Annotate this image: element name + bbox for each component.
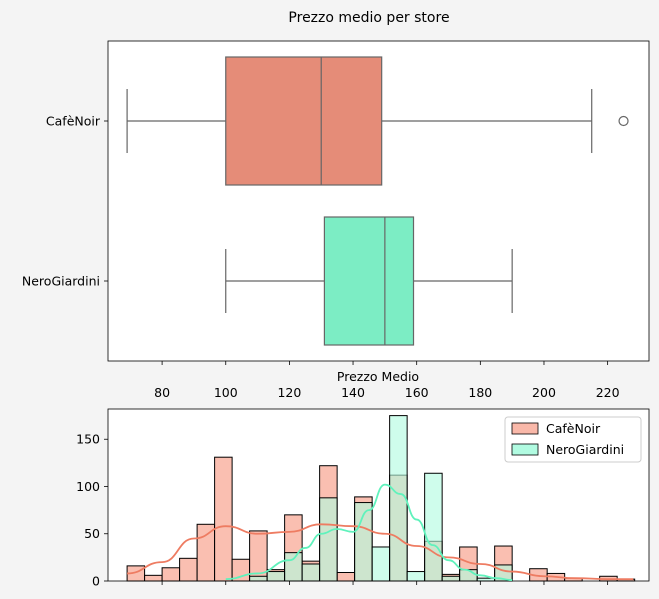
- x-tick-label-180: 180: [468, 385, 492, 400]
- hist-legend: CafèNoir NeroGiardini: [504, 416, 642, 463]
- bar-nerogiardini-14: [371, 546, 391, 582]
- bar-nerogiardini-17: [424, 472, 443, 582]
- bar-nerogiardini-15: [389, 415, 408, 582]
- bar-cafenoir-2: [161, 567, 181, 582]
- x-tick-label-160: 160: [405, 385, 429, 400]
- kde-line-nerogiardini: [225, 483, 513, 581]
- bar-nerogiardini-19: [459, 569, 478, 582]
- bar-cafenoir-4: [196, 523, 216, 582]
- hist-y-tick-label-150: 150: [76, 432, 100, 447]
- box-title: Prezzo medio per store: [288, 10, 449, 26]
- bar-cafenoir-3: [179, 557, 198, 582]
- hist-kde-lines: [127, 483, 634, 581]
- box-x-label: Prezzo Medio: [337, 369, 419, 384]
- x-tick-label-120: 120: [277, 385, 301, 400]
- box-plot: [126, 56, 629, 346]
- hist-y-ticks: 0 50 100 150: [76, 432, 108, 589]
- hist-y-tick-label-100: 100: [76, 479, 100, 494]
- box-nerogiardini: [323, 216, 415, 346]
- bar-nerogiardini-9: [284, 552, 303, 582]
- x-tick-label-200: 200: [532, 385, 556, 400]
- y-tick-label-cafenoir: CafèNoir: [46, 114, 101, 129]
- x-tick-label-80: 80: [154, 385, 170, 400]
- x-tick-label-220: 220: [596, 385, 620, 400]
- hist-y-tick-label-50: 50: [84, 526, 100, 541]
- hist-bars: [126, 415, 636, 582]
- outlier-cafenoir-0: [618, 115, 629, 127]
- legend-swatch-cafenoir: [511, 422, 539, 435]
- bar-cafenoir-1: [144, 574, 163, 582]
- legend-label-cafenoir: CafèNoir: [546, 421, 601, 436]
- bar-cafenoir-5: [214, 456, 233, 582]
- legend-swatch-nerogiardini: [511, 443, 539, 456]
- y-tick-label-nerogiardini: NeroGiardini: [22, 274, 100, 289]
- bar-nerogiardini-13: [354, 502, 373, 582]
- bar-nerogiardini-11: [319, 497, 338, 582]
- bar-nerogiardini-10: [301, 563, 321, 582]
- bar-nerogiardini-8: [266, 571, 286, 582]
- box-x-ticks: 80 100 120 140 160 180 200 220: [154, 361, 620, 585]
- legend-label-nerogiardini: NeroGiardini: [546, 442, 624, 457]
- hist-y-tick-label-0: 0: [92, 574, 100, 589]
- bar-nerogiardini-7: [249, 575, 268, 582]
- bar-cafenoir-12: [336, 571, 356, 582]
- legend-frame: [504, 416, 642, 463]
- box-cafenoir: [225, 56, 383, 186]
- kde-line-cafenoir: [127, 523, 634, 581]
- bar-nerogiardini-18: [441, 575, 461, 582]
- box-y-ticks: CafèNoir NeroGiardini: [22, 114, 108, 289]
- x-tick-label-140: 140: [341, 385, 365, 400]
- bar-nerogiardini-16: [406, 571, 426, 582]
- x-tick-label-100: 100: [214, 385, 238, 400]
